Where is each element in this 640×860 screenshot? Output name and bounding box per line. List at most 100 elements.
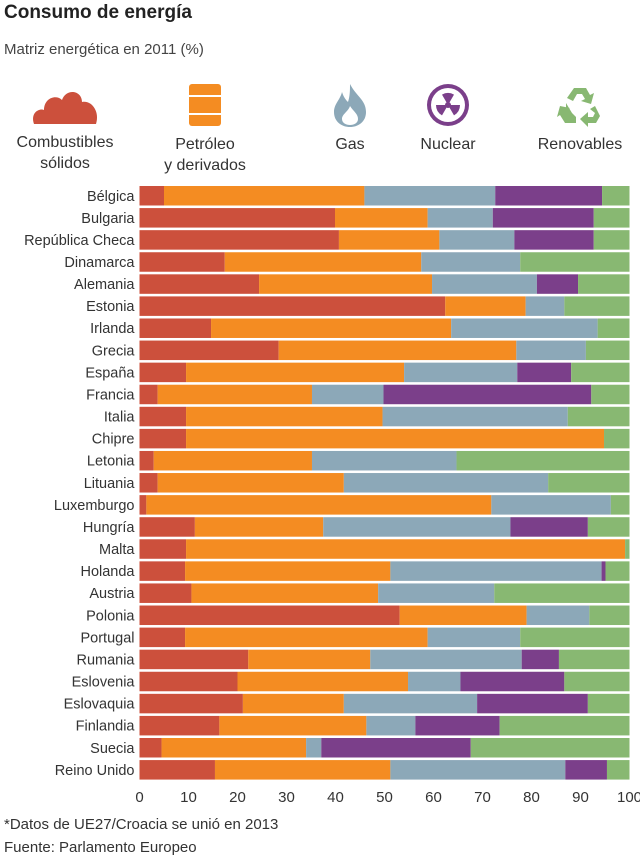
x-tick-label: 50 [376,789,393,806]
bar-segment-renovables [610,495,630,515]
category-label: Bélgica [87,189,135,205]
bar-segment-combustibles-sólidos [139,693,243,714]
category-label: República Checa [24,233,135,249]
bar-segment-combustibles-sólidos [139,450,154,471]
bar-segment-petróleo-y-derivados [278,340,517,361]
bar-segment-combustibles-sólidos [139,495,147,515]
bar-segment-gas [382,406,568,427]
legend-label: y derivados [164,157,246,174]
bar-segment-petróleo-y-derivados [191,583,379,603]
bar-segment-petróleo-y-derivados [214,760,391,780]
category-label: Estonia [86,299,135,315]
legend-label: Renovables [537,136,623,153]
category-label: España [85,365,135,381]
category-label: Reino Unido [55,763,135,779]
bar-segment-petróleo-y-derivados [259,274,433,294]
x-tick-label: 20 [229,789,246,806]
x-tick-label: 70 [474,789,491,806]
bar-segment-gas [427,627,521,648]
bar-segment-petróleo-y-derivados [157,473,344,493]
bar-segment-combustibles-sólidos [139,517,195,537]
bar-segment-gas [366,715,416,736]
bar-segment-nuclear [521,649,559,670]
bar-segment-petróleo-y-derivados [338,230,440,250]
bar-segment-petróleo-y-derivados [242,693,344,714]
category-label: Austria [89,586,135,602]
bar-segment-petróleo-y-derivados [186,539,626,559]
oil-barrel-icon [189,84,221,126]
bar-segment-gas [491,495,611,515]
bar-segment-nuclear [415,715,500,736]
bar-segment-combustibles-sólidos [139,428,187,449]
category-label: Alemania [74,277,135,293]
bar-segment-petróleo-y-derivados [186,406,383,427]
bar-segment-combustibles-sólidos [139,605,400,626]
recycle-icon [557,88,600,127]
bar-segment-nuclear [536,274,579,294]
bar-segment-gas [404,362,518,383]
bar-segment-renovables [564,671,630,692]
bar-segment-gas [311,450,457,471]
category-label: Polonia [86,608,135,624]
gas-flame-icon [334,84,366,127]
bar-segment-nuclear [565,760,607,780]
category-label: Eslovaquia [64,697,136,713]
bar-segment-renovables [520,252,630,272]
category-label: Lituania [84,476,136,492]
bar-segment-renovables [593,208,630,228]
bar-segment-gas [439,230,515,250]
bar-segment-petróleo-y-derivados [399,605,527,626]
category-label: Finlandia [76,719,136,735]
bar-segment-renovables [605,561,630,581]
bar-segment-petróleo-y-derivados [237,671,409,692]
radiation-icon [427,84,469,126]
x-tick-label: 90 [572,789,589,806]
bar-segment-petróleo-y-derivados [185,561,391,581]
x-tick-label: 100 [617,789,640,806]
bar-segment-renovables [578,274,630,294]
category-label: Dinamarca [64,255,135,271]
bar-segment-renovables [604,428,630,449]
bar-segment-gas [364,186,496,206]
bar-segment-gas [526,605,590,626]
bar-segment-gas [306,738,322,758]
category-label: Italia [104,410,136,426]
bar-segment-combustibles-sólidos [139,296,446,316]
bar-segment-renovables [625,539,630,559]
bar-segment-combustibles-sólidos [139,230,339,250]
bar-segment-renovables [597,318,630,338]
bar-segment-combustibles-sólidos [139,738,162,758]
bar-segment-renovables [520,627,630,648]
bar-segment-gas [525,296,565,316]
category-label: Malta [99,542,135,558]
bar-segment-renovables [494,583,630,603]
bar-segment-combustibles-sólidos [139,340,279,361]
bar-segment-combustibles-sólidos [139,362,187,383]
bar-segment-gas [311,384,384,405]
bar-segment-petróleo-y-derivados [335,208,428,228]
bar-segment-renovables [470,738,630,758]
category-label: Chipre [92,432,135,448]
category-label: Francia [86,387,135,403]
bar-segment-combustibles-sólidos [139,671,238,692]
bar-segment-nuclear [495,186,603,206]
bar-segment-gas [323,517,511,537]
bar-segment-renovables [602,186,630,206]
bar-segment-combustibles-sólidos [139,715,220,736]
bar-segment-renovables [558,649,630,670]
bar-segment-renovables [606,760,630,780]
bar-segment-renovables [587,517,630,537]
bar-segment-petróleo-y-derivados [194,517,324,537]
bar-segment-petróleo-y-derivados [164,186,365,206]
legend-label: Petróleo [175,136,235,153]
bar-segment-gas [343,473,549,493]
x-tick-label: 40 [327,789,344,806]
bar-segment-combustibles-sólidos [139,406,187,427]
coal-pile-icon [33,91,98,124]
category-label: Suecia [90,741,135,757]
bar-segment-combustibles-sólidos [139,627,186,648]
bar-segment-petróleo-y-derivados [146,495,492,515]
bar-segment-renovables [456,450,630,471]
chart-title: Consumo de energía [4,2,192,23]
x-tick-label: 0 [135,789,143,806]
